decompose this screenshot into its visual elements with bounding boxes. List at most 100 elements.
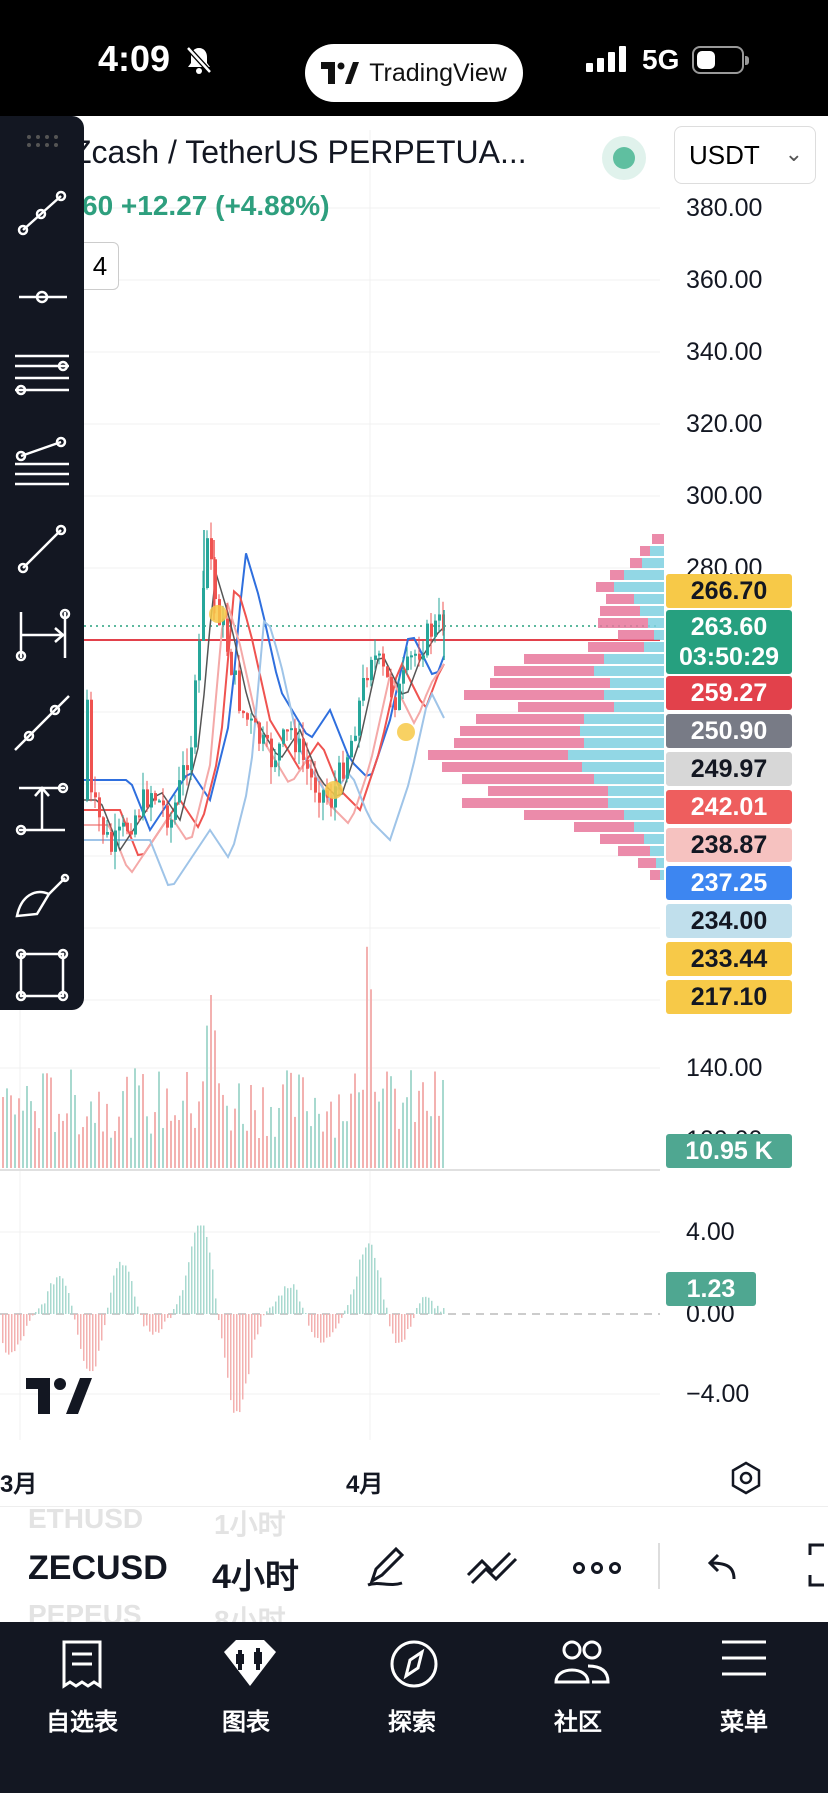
volume-profile-bar <box>624 570 664 580</box>
oscillator-bar <box>11 1314 13 1353</box>
oscillator-bar <box>401 1314 403 1342</box>
price-axis-label: 300.00 <box>686 482 763 510</box>
candle-body <box>250 718 253 721</box>
tradingview-pill[interactable]: TradingView <box>305 44 523 102</box>
oscillator-bar <box>176 1304 178 1314</box>
oscillator-bar <box>425 1296 427 1314</box>
tab-chart[interactable]: 图表 <box>186 1622 306 1742</box>
volume-profile-bar <box>574 822 634 832</box>
volume-bar <box>158 1071 160 1168</box>
oscillator-bar <box>365 1247 367 1314</box>
oscillator-bar <box>344 1310 346 1314</box>
candle-body <box>194 680 197 748</box>
volume-profile-bar <box>640 546 650 556</box>
oscillator-bar <box>110 1292 112 1314</box>
volume-profile-bar <box>580 726 664 736</box>
brush-tool-icon[interactable] <box>13 866 71 924</box>
date-range-tool-icon[interactable] <box>13 606 71 664</box>
tab-community[interactable]: 社区 <box>518 1622 638 1742</box>
network-type: 5G <box>642 44 680 75</box>
oscillator-bar <box>86 1314 88 1369</box>
volume-profile-bar <box>594 774 664 784</box>
candle-body <box>294 728 297 753</box>
volume-bar <box>206 1025 208 1168</box>
oscillator-bar <box>422 1297 424 1314</box>
tab-explore[interactable]: 探索 <box>352 1622 472 1742</box>
volume-profile-bar <box>596 582 614 592</box>
symbol-title[interactable]: Zcash / TetherUS PERPETUA... <box>72 134 527 170</box>
settings-gear-icon[interactable] <box>728 1460 764 1496</box>
oscillator-bar <box>113 1275 115 1314</box>
volume-bar <box>146 1116 148 1168</box>
candle-body <box>346 757 349 779</box>
oscillator-bar <box>374 1257 376 1314</box>
symbol-button[interactable]: ZECUSD <box>28 1549 168 1587</box>
extended-line-tool-icon[interactable] <box>13 694 71 752</box>
market-status-dot[interactable] <box>602 136 646 180</box>
tab-watchlist[interactable]: 自选表 <box>22 1622 142 1742</box>
oscillator-bar <box>137 1306 139 1314</box>
volume-bar <box>166 1088 168 1168</box>
oscillator-bar <box>359 1259 361 1314</box>
drag-handle-icon[interactable] <box>26 134 58 148</box>
pitchfork-tool-icon[interactable] <box>13 344 71 402</box>
price-tag: 242.01 <box>666 790 792 824</box>
line-tool-icon[interactable] <box>13 520 71 578</box>
tab-label: 菜单 <box>720 1709 768 1736</box>
menu-icon <box>722 1640 766 1676</box>
chart-canvas[interactable] <box>0 116 828 1506</box>
candle-body <box>186 765 189 771</box>
volume-bar <box>250 1085 252 1168</box>
horizontal-ray-tool-icon[interactable] <box>13 268 71 326</box>
currency-select[interactable]: USDT ⌄ <box>674 126 816 184</box>
indicators-icon[interactable] <box>466 1545 520 1585</box>
price-tag: 250.90 <box>666 714 792 748</box>
chart-area[interactable]: 380.00 360.00 340.00 320.00 300.00 280.00 140.… <box>0 116 828 1506</box>
candle-body <box>430 623 433 637</box>
volume-bar <box>118 1116 120 1168</box>
oscillator-bar <box>71 1305 73 1314</box>
oscillator-bar <box>101 1314 103 1341</box>
tab-menu[interactable]: 菜单 <box>684 1622 804 1742</box>
volume-bar <box>306 1111 308 1168</box>
price-range-tool-icon[interactable] <box>13 780 71 838</box>
candle-body <box>106 832 109 835</box>
volume-bar <box>286 1070 288 1168</box>
rectangle-tool-icon[interactable] <box>13 946 71 1004</box>
volume-bar <box>238 1083 240 1168</box>
price-tag: 249.97 <box>666 752 792 786</box>
volume-bar <box>318 1113 320 1168</box>
volume-bar <box>110 1137 112 1168</box>
candle-body <box>402 670 405 684</box>
oscillator-bar <box>248 1314 250 1375</box>
candle-body <box>418 653 421 660</box>
fib-retracement-tool-icon[interactable] <box>13 432 71 490</box>
volume-bar <box>42 1073 44 1168</box>
volume-profile-bar <box>462 798 608 808</box>
oscillator-bar <box>323 1314 325 1343</box>
indicator-index-badge[interactable]: 4 <box>82 242 119 290</box>
volume-profile-bar <box>642 558 664 568</box>
candle-body <box>118 826 121 831</box>
volume-bar <box>58 1113 60 1168</box>
volume-profile-bar <box>494 666 594 676</box>
fullscreen-icon[interactable] <box>806 1543 828 1587</box>
volume-bar <box>46 1073 48 1168</box>
oscillator-bar <box>377 1270 379 1314</box>
oscillator-bar <box>353 1289 355 1314</box>
more-icon[interactable] <box>572 1561 622 1575</box>
pill-label: TradingView <box>369 58 507 87</box>
oscillator-bar <box>239 1314 241 1413</box>
volume-bar <box>154 1112 156 1168</box>
candle-body <box>338 762 341 787</box>
undo-icon[interactable] <box>704 1553 740 1583</box>
volume-profile-bar <box>608 798 664 808</box>
timeframe-button[interactable]: 4小时 <box>212 1558 299 1596</box>
oscillator-bar <box>134 1296 136 1314</box>
volume-profile-bar <box>582 762 664 772</box>
volume-bar <box>66 1113 68 1168</box>
volume-bar <box>330 1101 332 1168</box>
pen-icon[interactable] <box>362 1541 410 1589</box>
candle-body <box>154 793 157 801</box>
trend-line-tool-icon[interactable] <box>13 184 71 242</box>
